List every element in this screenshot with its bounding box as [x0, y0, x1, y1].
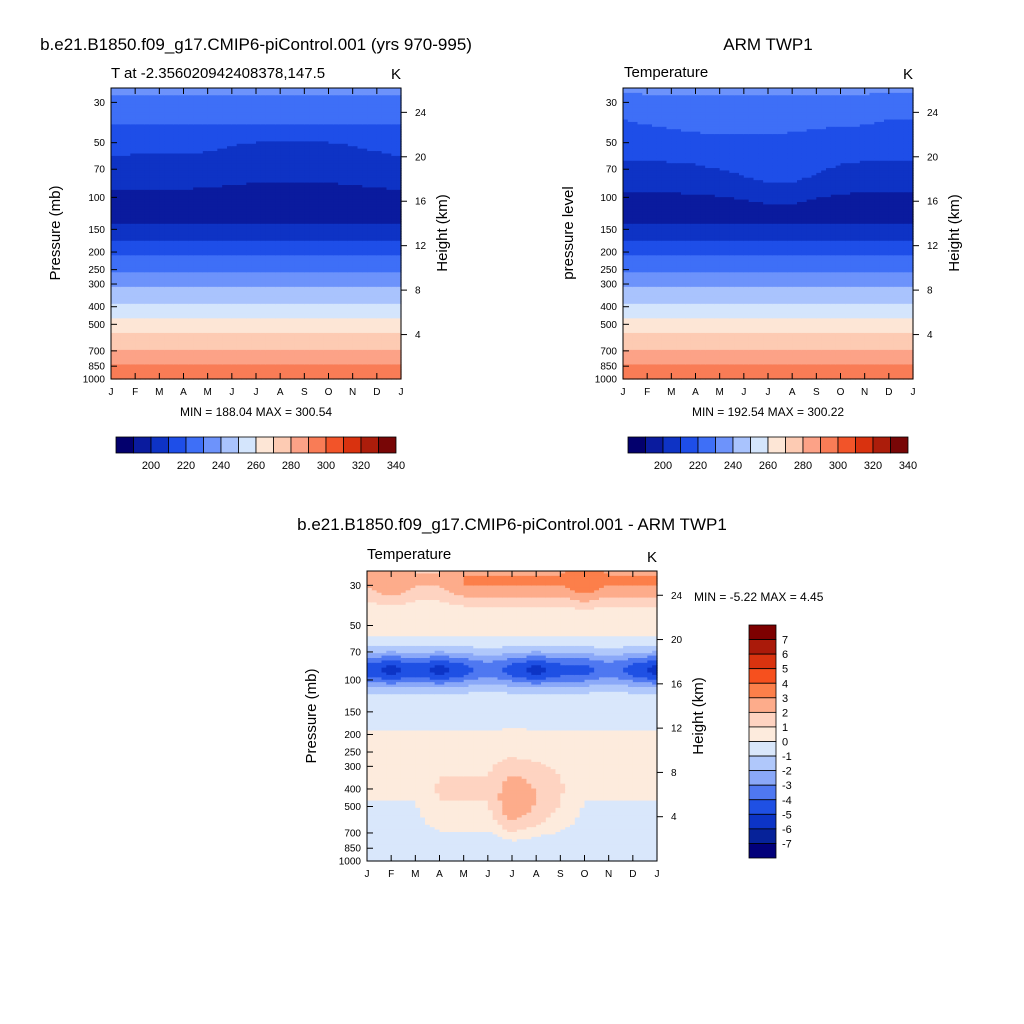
- panel-model-temperature: J F M A M J J A S O N D J305070100150200250300400500…: [83, 88, 427, 398]
- contour-field: [111, 88, 402, 380]
